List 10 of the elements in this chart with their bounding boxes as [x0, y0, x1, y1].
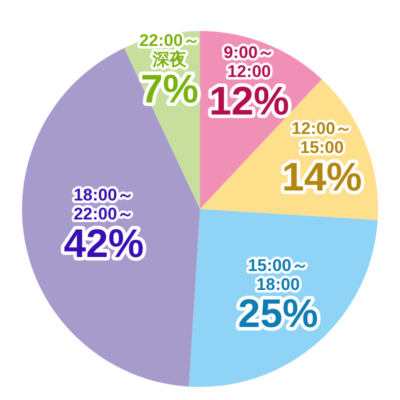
slice-label: 12:00～15:00 — [292, 118, 352, 157]
data-label: 42% — [64, 222, 144, 266]
slice-label: 15:00～18:00 — [248, 256, 308, 294]
slice-label: 18:00～22:00～ — [74, 186, 134, 224]
slice-label: 9:00～12:00 — [224, 43, 275, 82]
data-label: 7% — [140, 67, 198, 112]
data-label: 14% — [282, 155, 362, 200]
slice-label: 22:00～深夜 — [139, 31, 200, 70]
data-label: 12% — [209, 79, 290, 124]
data-label: 25% — [238, 292, 318, 336]
